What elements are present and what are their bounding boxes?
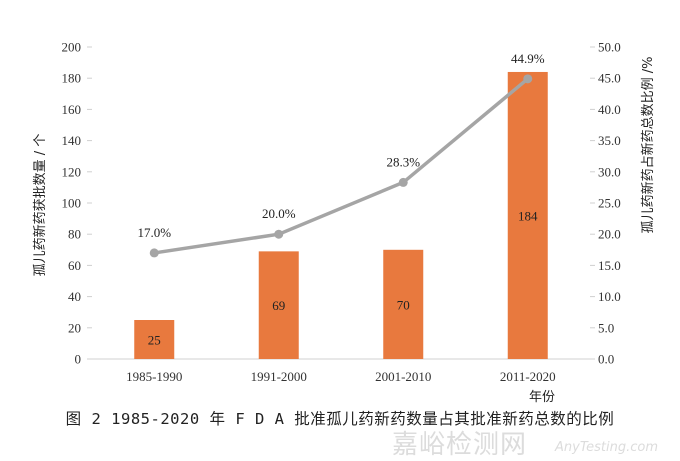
y2-tick-label: 35.0 bbox=[598, 133, 621, 148]
watermark: 嘉峪检测网 bbox=[392, 430, 528, 460]
y-tick-label: 200 bbox=[62, 40, 82, 55]
y-tick-label: 60 bbox=[68, 258, 81, 273]
bar-value-label: 69 bbox=[272, 298, 285, 313]
y-tick-label: 120 bbox=[62, 164, 82, 179]
bar bbox=[383, 249, 424, 359]
x-tick-label: 2001-2010 bbox=[375, 369, 431, 384]
y2-tick-label: 10.0 bbox=[598, 289, 621, 304]
y-tick-label: 40 bbox=[68, 289, 81, 304]
figure-caption: 图 2 1985-2020 年 F D A 批准孤儿药新药数量占其批准新药总数的… bbox=[65, 410, 615, 428]
x-tick-label: 1991-2000 bbox=[251, 369, 307, 384]
ratio-line bbox=[153, 77, 529, 255]
bar bbox=[258, 251, 299, 359]
combo-chart: 0 20 40 60 80 100 120 140 160 180 200 0.0 5.0 10.0 15.… bbox=[32, 40, 656, 406]
line-value-label: 17.0% bbox=[137, 225, 171, 240]
y2-tick-label: 50.0 bbox=[598, 40, 621, 55]
line-value-label: 44.9% bbox=[511, 51, 545, 66]
y2-tick-label: 30.0 bbox=[598, 164, 621, 179]
y2-tick-label: 15.0 bbox=[598, 258, 621, 273]
y-tick-label: 80 bbox=[68, 227, 81, 242]
line-point bbox=[149, 248, 159, 258]
y2-tick-label: 40.0 bbox=[598, 102, 621, 117]
bar bbox=[507, 71, 548, 360]
y2-tick-label: 45.0 bbox=[598, 71, 621, 86]
watermark-url: AnyTesting.com bbox=[555, 440, 659, 455]
y-tick-label: 100 bbox=[62, 196, 82, 211]
y-tick-label: 160 bbox=[62, 102, 82, 117]
bar-value-label: 184 bbox=[518, 208, 538, 223]
bar-value-label: 25 bbox=[148, 333, 161, 348]
y2-tick-label: 25.0 bbox=[598, 196, 621, 211]
y-tick-label: 0 bbox=[75, 352, 82, 367]
y-tick-label: 180 bbox=[62, 71, 82, 86]
line-point bbox=[398, 177, 408, 187]
x-tick-label: 1985-1990 bbox=[126, 369, 182, 384]
line-value-label: 28.3% bbox=[386, 154, 420, 169]
bar bbox=[134, 320, 175, 359]
y-tick-label: 20 bbox=[68, 320, 81, 335]
x-tick-label: 2011-2020 bbox=[500, 369, 556, 384]
y2-axis-title: 孤儿药新药占新药总数比例 /% bbox=[640, 57, 656, 234]
line-point bbox=[274, 229, 284, 239]
line-point bbox=[523, 74, 533, 84]
y-axis-title: 孤儿药新药获批数量 / 个 bbox=[32, 134, 48, 277]
x-axis-title: 年份 bbox=[529, 390, 555, 405]
bar-value-label: 70 bbox=[397, 297, 410, 312]
line-value-label: 20.0% bbox=[262, 206, 296, 221]
y2-tick-label: 5.0 bbox=[598, 320, 614, 335]
y2-tick-label: 20.0 bbox=[598, 227, 621, 242]
y-tick-label: 140 bbox=[62, 133, 82, 148]
y2-tick-label: 0.0 bbox=[598, 352, 614, 367]
